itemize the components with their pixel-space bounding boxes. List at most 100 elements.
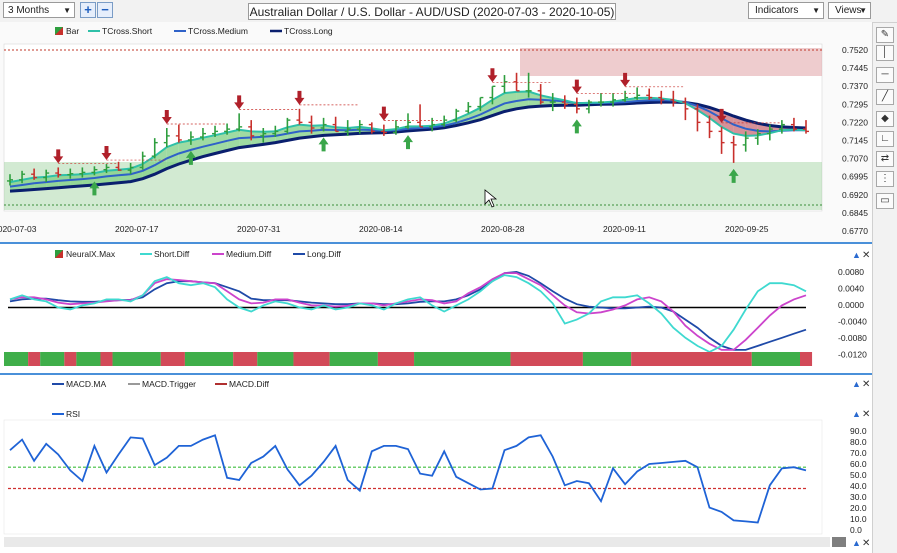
x-tick-label: 2020-07-31	[237, 224, 281, 234]
neuralx-block	[100, 352, 113, 366]
y-tick-label: 0.6845	[842, 208, 868, 218]
scrollbar-thumb[interactable]	[832, 537, 846, 547]
neuralx-block	[293, 352, 330, 366]
rsi-plot-bg	[3, 419, 823, 535]
y-tick-label: 90.0	[850, 426, 867, 436]
legend-bar: Bar	[66, 26, 79, 36]
flip-icon[interactable]: ⇄	[876, 151, 894, 167]
indicators-label: Indicators	[755, 5, 799, 16]
band-segment	[251, 131, 264, 147]
rsi-legend: RSI	[52, 409, 80, 419]
x-tick-label: 2020-09-25	[725, 224, 769, 234]
resistance-zone	[520, 48, 822, 76]
up-arrow-icon	[571, 119, 582, 134]
y-tick-label: -0.0080	[838, 333, 867, 343]
fill-icon[interactable]: ◆	[876, 111, 894, 127]
pencil-icon[interactable]: ✎	[876, 27, 894, 43]
chevron-down-icon: ▼	[63, 6, 71, 15]
legend-tcross-short: TCross.Short	[102, 26, 153, 36]
drawing-tools: ✎ │ ─ ╱ ◆ ∟ ⇄ ⋮ ▭	[872, 23, 897, 553]
y-tick-label: 0.7445	[842, 63, 868, 73]
note-icon[interactable]: ▭	[876, 193, 894, 209]
rsi-layer: 90.080.070.060.050.040.030.020.010.00.0	[8, 426, 867, 535]
signal-arrows	[53, 68, 782, 196]
expand-icon[interactable]: ▲	[852, 250, 861, 260]
close-icon[interactable]: ✕	[862, 409, 870, 420]
diff-legend: NeuralX.Max Short.Diff Medium.Diff Long.…	[55, 249, 342, 259]
legend-swatch	[55, 250, 63, 258]
macd-legend: MACD.MA MACD.Trigger MACD.Diff	[52, 379, 270, 389]
expand-icon[interactable]: ▲	[852, 409, 861, 419]
legend-macd-diff: MACD.Diff	[229, 379, 270, 389]
zoom-in-button[interactable]: +	[80, 2, 96, 18]
diff-layer: 0.0080 0.0040 0.0000 -0.0040 -0.0080 -0.0120	[4, 267, 867, 366]
band-segment	[263, 131, 276, 145]
down-arrow-icon	[53, 149, 64, 164]
horizontal-line-icon[interactable]: ─	[876, 67, 894, 83]
settings-icon[interactable]: ⋮	[876, 171, 894, 187]
y-tick-label: 20.0	[850, 503, 867, 513]
down-arrow-icon	[620, 72, 631, 87]
period-select[interactable]: 3 Months ▼	[3, 2, 75, 18]
ruler-icon[interactable]: ∟	[876, 131, 894, 147]
y-tick-label: 0.7295	[842, 99, 868, 109]
expand-icon[interactable]: ▲	[852, 379, 861, 389]
trend-line-icon[interactable]: ╱	[876, 89, 894, 105]
neuralx-block	[414, 352, 511, 366]
legend-long-diff: Long.Diff	[307, 249, 342, 259]
neuralx-block	[377, 352, 415, 366]
series-line-short-diff	[9, 274, 807, 353]
y-tick-label: 0.7370	[842, 81, 868, 91]
indicators-dropdown[interactable]: Indicators ▼	[748, 2, 824, 19]
neuralx-block	[160, 352, 185, 366]
neuralx-block	[112, 352, 161, 366]
y-tick-label: 10.0	[850, 514, 867, 524]
down-arrow-icon	[294, 90, 305, 105]
neuralx-block	[184, 352, 234, 366]
series-line-rsi	[9, 434, 807, 524]
y-tick-label: 30.0	[850, 492, 867, 502]
expand-icon[interactable]: ▲	[852, 538, 861, 548]
chevron-down-icon: ▼	[812, 6, 820, 15]
y-tick-label: 0.7520	[842, 45, 868, 55]
down-arrow-icon	[101, 146, 112, 161]
vertical-line-icon[interactable]: │	[876, 45, 894, 61]
mouse-cursor-icon	[484, 189, 498, 208]
y-tick-label: 0.0040	[838, 284, 864, 294]
down-arrow-icon	[716, 108, 727, 123]
zoom-out-button[interactable]: −	[97, 2, 113, 18]
views-dropdown[interactable]: Views ▼	[828, 2, 871, 19]
close-icon[interactable]: ✕	[862, 250, 870, 261]
y-tick-label: 0.6920	[842, 190, 868, 200]
scrollbar-bg[interactable]	[4, 537, 830, 547]
x-tick-label: 2020-08-14	[359, 224, 403, 234]
y-tick-label: 0.0000	[838, 300, 864, 310]
up-arrow-icon	[728, 168, 739, 183]
neuralx-block	[631, 352, 752, 366]
y-tick-label: 70.0	[850, 448, 867, 458]
legend-macd-ma: MACD.MA	[66, 379, 106, 389]
legend-macd-trigger: MACD.Trigger	[142, 379, 196, 389]
top-toolbar: 3 Months ▼ + − Australian Dollar / U.S. …	[0, 0, 897, 23]
close-icon[interactable]: ✕	[862, 379, 870, 390]
chart-title: Australian Dollar / U.S. Dollar - AUD/US…	[248, 3, 616, 20]
neuralx-block	[751, 352, 800, 366]
legend-tcross-medium: TCross.Medium	[188, 26, 248, 36]
y-tick-label: 0.0080	[838, 267, 864, 277]
x-tick-label: 2020-07-17	[115, 224, 159, 234]
legend-swatch	[55, 27, 63, 35]
down-arrow-icon	[234, 95, 245, 110]
up-arrow-icon	[89, 181, 100, 196]
chevron-down-icon: ▼	[859, 6, 867, 15]
up-arrow-icon	[403, 135, 413, 150]
legend-neuralx-max: NeuralX.Max	[66, 249, 116, 259]
period-value: 3 Months	[8, 5, 50, 16]
legend-short-diff: Short.Diff	[154, 249, 190, 259]
close-icon[interactable]: ✕	[862, 538, 870, 549]
down-arrow-icon	[378, 106, 389, 121]
y-tick-label: 0.6770	[842, 226, 868, 236]
neuralx-block	[510, 352, 583, 366]
views-label: Views	[835, 5, 862, 16]
y-tick-label: 0.7070	[842, 154, 868, 164]
band-segment	[745, 120, 758, 136]
